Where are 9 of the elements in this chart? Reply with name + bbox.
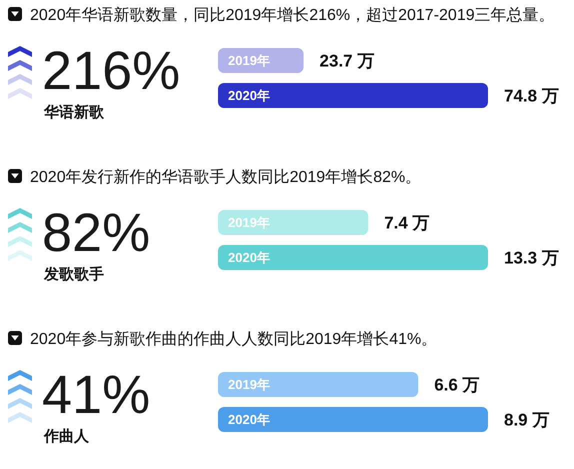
annotation: 41% <box>42 365 150 425</box>
title: 2020年发行新作的华语歌手人数同比2019年增长82%。 <box>30 169 422 186</box>
annotation: 作曲人 <box>44 428 89 445</box>
annotation: 发歌歌手 <box>44 266 104 283</box>
title: 2020年参与新歌作曲的作曲人人数同比2019年增长41%。 <box>30 331 438 348</box>
annotation: 华语新歌 <box>44 104 104 121</box>
title: 2020年华语新歌数量，同比2019年增长216%，超过2017-2019三年总量。 <box>30 7 555 24</box>
annotation: 82% <box>42 203 150 263</box>
annotation: 216% <box>42 41 180 101</box>
